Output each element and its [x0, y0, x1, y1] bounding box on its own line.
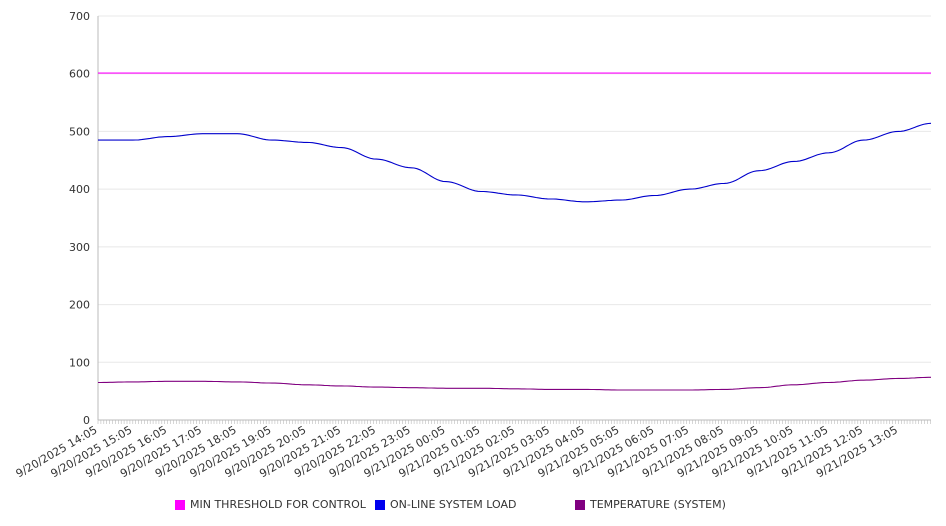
y-tick-label: 300: [69, 241, 90, 254]
y-tick-label: 400: [69, 183, 90, 196]
series-line-1: [98, 122, 932, 203]
grid-lines: [98, 15, 931, 363]
y-tick-label: 700: [69, 10, 90, 23]
series-lines: [97, 72, 932, 391]
legend-label-temperature: TEMPERATURE (SYSTEM): [590, 498, 726, 511]
legend-swatch-load: [375, 499, 385, 510]
y-tick-label: 100: [69, 356, 90, 369]
legend-label-load: ON-LINE SYSTEM LOAD: [390, 498, 517, 511]
series-line-2: [98, 376, 931, 391]
y-tick-label: 600: [69, 68, 90, 81]
y-tick-label: 200: [69, 299, 90, 312]
legend: MIN THRESHOLD FOR CONTROL ON-LINE SYSTEM…: [0, 498, 946, 514]
legend-item-threshold[interactable]: MIN THRESHOLD FOR CONTROL: [175, 498, 366, 511]
legend-item-load[interactable]: ON-LINE SYSTEM LOAD: [375, 498, 516, 511]
y-tick-label: 0: [83, 414, 90, 427]
legend-swatch-threshold: [175, 499, 185, 510]
y-tick-label: 500: [69, 125, 90, 138]
legend-label-threshold: MIN THRESHOLD FOR CONTROL: [190, 498, 366, 511]
legend-item-temperature[interactable]: TEMPERATURE (SYSTEM): [575, 498, 726, 511]
legend-swatch-temperature: [575, 499, 585, 510]
